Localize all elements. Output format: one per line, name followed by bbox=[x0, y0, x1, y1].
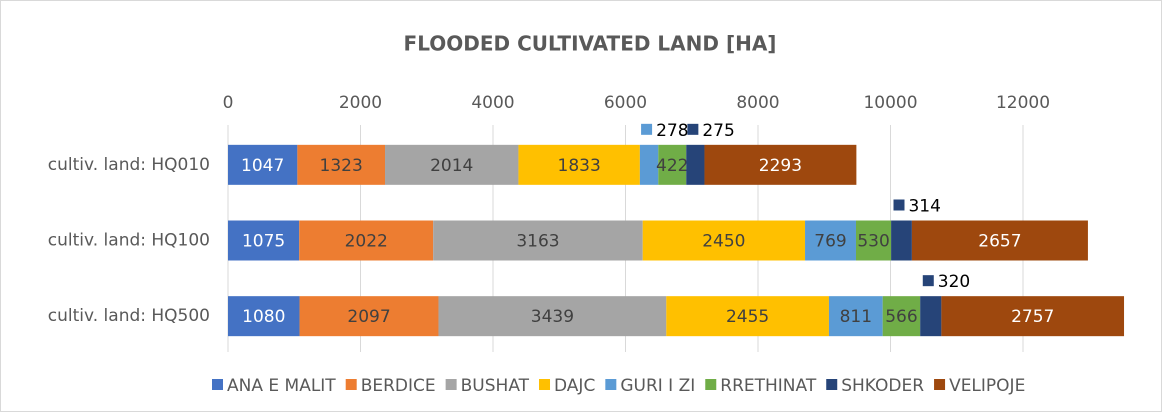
legend-marker bbox=[826, 379, 838, 390]
bar-segment bbox=[891, 220, 912, 261]
value-label: 1047 bbox=[241, 156, 284, 176]
legend-label: BERDICE bbox=[361, 376, 436, 396]
bar-segment bbox=[658, 144, 687, 185]
bar-segment bbox=[385, 144, 519, 185]
value-label: 3163 bbox=[516, 232, 559, 252]
value-label: 769 bbox=[814, 232, 846, 252]
value-label-marker bbox=[922, 275, 934, 287]
value-label: 320 bbox=[938, 272, 970, 292]
bar-segment bbox=[297, 144, 386, 185]
bar-segment bbox=[941, 296, 1125, 337]
bar-segment bbox=[438, 296, 667, 337]
legend-label: BUSHAT bbox=[461, 376, 530, 396]
bar-segment bbox=[686, 144, 705, 185]
legend-marker bbox=[345, 379, 357, 390]
value-label: 2757 bbox=[1011, 307, 1054, 327]
bar-segment bbox=[882, 296, 921, 337]
value-label: 811 bbox=[840, 307, 872, 327]
value-label: 314 bbox=[908, 197, 940, 217]
x-tick-label: 4000 bbox=[471, 93, 514, 113]
x-tick-label: 0 bbox=[223, 93, 234, 113]
legend-marker bbox=[212, 379, 223, 390]
chart-title: FLOODED CULTIVATED LAND [HA] bbox=[404, 32, 777, 56]
value-label: 2022 bbox=[345, 232, 388, 252]
bar-segment bbox=[704, 144, 857, 185]
legend-marker bbox=[705, 379, 717, 390]
value-label: 422 bbox=[656, 156, 688, 176]
value-label-marker bbox=[893, 199, 905, 211]
x-tick-label: 12000 bbox=[996, 93, 1050, 113]
bar-segment bbox=[855, 220, 892, 261]
y-tick-label: cultiv. land: HQ500 bbox=[48, 306, 210, 326]
legend-marker bbox=[934, 379, 946, 390]
value-label: 2097 bbox=[347, 307, 390, 327]
bar-segment bbox=[299, 220, 434, 261]
value-label: 1323 bbox=[320, 156, 363, 176]
bar-segment bbox=[828, 296, 883, 337]
bar-segment bbox=[920, 296, 942, 337]
value-label: 2657 bbox=[978, 232, 1021, 252]
bar-segment bbox=[666, 296, 829, 337]
bar-segment bbox=[518, 144, 640, 185]
legend-marker bbox=[539, 379, 551, 390]
bar-segment bbox=[228, 296, 300, 337]
legend-label: ANA E MALIT bbox=[227, 376, 336, 396]
x-tick-label: 6000 bbox=[604, 93, 647, 113]
bar-segment bbox=[433, 220, 643, 261]
bar-segment bbox=[639, 144, 659, 185]
value-label: 566 bbox=[885, 307, 917, 327]
legend-label: RRETHINAT bbox=[720, 376, 817, 396]
value-label-marker bbox=[641, 123, 653, 135]
value-label: 1080 bbox=[242, 307, 285, 327]
legend-marker bbox=[445, 379, 457, 390]
bar-segment bbox=[642, 220, 806, 261]
bar-segment bbox=[299, 296, 439, 337]
legend-label: GURI I ZI bbox=[620, 376, 695, 396]
value-label: 2450 bbox=[702, 232, 745, 252]
value-label: 275 bbox=[702, 121, 734, 141]
bar-segment bbox=[911, 220, 1088, 261]
value-label: 278 bbox=[656, 121, 688, 141]
x-tick-label: 2000 bbox=[339, 93, 382, 113]
x-tick-label: 8000 bbox=[736, 93, 779, 113]
legend-marker bbox=[605, 379, 617, 390]
value-label: 1075 bbox=[242, 232, 285, 252]
bar-segment bbox=[228, 220, 300, 261]
value-label: 1833 bbox=[558, 156, 601, 176]
y-tick-label: cultiv. land: HQ010 bbox=[48, 155, 210, 175]
bar-segment bbox=[805, 220, 856, 261]
value-label: 2455 bbox=[726, 307, 769, 327]
legend-label: DAJC bbox=[554, 376, 595, 396]
y-tick-label: cultiv. land: HQ100 bbox=[48, 231, 210, 251]
bar-segment bbox=[228, 144, 298, 185]
value-label: 2293 bbox=[759, 156, 802, 176]
value-label-marker bbox=[687, 123, 699, 135]
x-tick-label: 10000 bbox=[863, 93, 917, 113]
value-label: 3439 bbox=[531, 307, 574, 327]
legend-label: SHKODER bbox=[841, 376, 924, 396]
value-label: 2014 bbox=[430, 156, 473, 176]
legend-label: VELIPOJE bbox=[949, 376, 1025, 396]
value-label: 530 bbox=[857, 232, 889, 252]
